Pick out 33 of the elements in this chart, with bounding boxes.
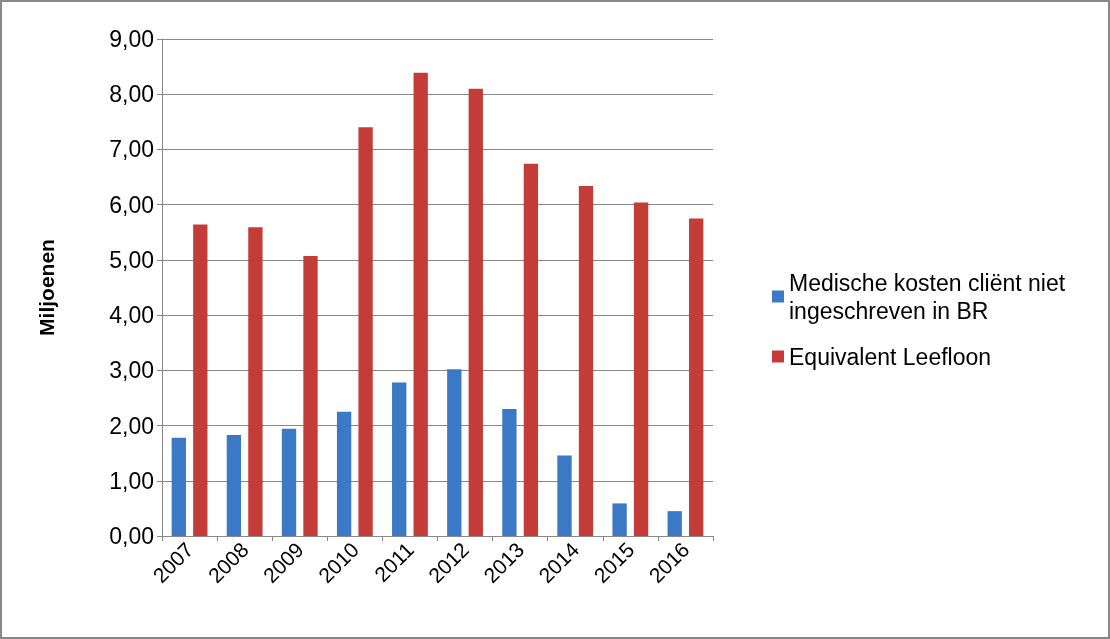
y-tick-label: 0,00	[109, 523, 154, 549]
bar	[413, 72, 428, 536]
y-tick-label: 6,00	[109, 191, 154, 218]
bar	[468, 88, 483, 536]
y-tick-label: 8,00	[109, 81, 154, 108]
bar	[336, 411, 352, 536]
bar	[502, 408, 517, 536]
bar	[171, 437, 186, 536]
bar	[303, 256, 318, 536]
bar	[633, 202, 649, 536]
y-tick-label: 5,00	[109, 246, 154, 273]
bar	[358, 127, 373, 536]
bar	[523, 163, 539, 536]
y-tick-label: 9,00	[109, 26, 154, 52]
y-tick-label: 4,00	[109, 302, 154, 329]
bar	[226, 434, 242, 536]
bar	[193, 224, 208, 536]
bar	[248, 227, 263, 536]
y-tick-label: 1,00	[109, 467, 154, 494]
y-tick-label: 3,00	[109, 357, 154, 384]
y-axis-title: Miljoenen	[35, 239, 58, 336]
legend-label: Equivalent Leefloon	[789, 343, 992, 370]
bar	[578, 185, 594, 536]
bar	[557, 455, 572, 536]
y-tick-label: 7,00	[109, 136, 154, 163]
bar	[667, 511, 682, 536]
legend-label: Medische kosten cliënt niet ingeschreven in BR	[789, 269, 1072, 324]
bar	[612, 503, 627, 536]
y-tick-label: 2,00	[109, 412, 154, 439]
bar	[447, 369, 462, 536]
bar	[281, 428, 297, 536]
bar	[392, 382, 407, 536]
bar	[689, 218, 704, 536]
